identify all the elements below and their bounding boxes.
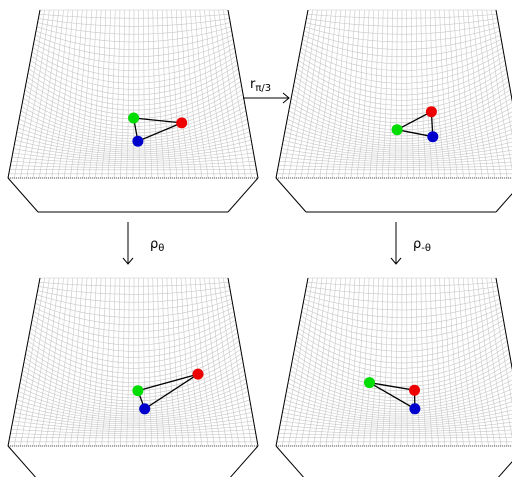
surface-mesh bbox=[7, 277, 259, 447]
green-point bbox=[128, 112, 140, 124]
blue-point bbox=[409, 403, 421, 415]
triangle-edges bbox=[132, 117, 182, 143]
red-point bbox=[409, 384, 420, 396]
green-point bbox=[391, 124, 403, 136]
triangle bbox=[364, 377, 421, 415]
triangle-edges bbox=[369, 381, 416, 410]
panel-original bbox=[7, 9, 259, 213]
panel-rotated bbox=[275, 9, 512, 213]
arrow-rho-theta: ρθ bbox=[122, 222, 164, 265]
blue-point bbox=[132, 135, 144, 147]
bounding-box bbox=[7, 277, 259, 477]
arrow-rho-theta-label: ρθ bbox=[150, 237, 164, 254]
bounding-box bbox=[275, 277, 512, 477]
bounding-box bbox=[275, 9, 512, 213]
arrow-rho-neg-theta: ρ-θ bbox=[390, 222, 431, 265]
triangle-edges bbox=[395, 110, 434, 138]
surface-mesh bbox=[275, 277, 512, 447]
surface-mesh bbox=[7, 9, 259, 179]
blue-point bbox=[427, 131, 439, 143]
arrow-rotation: rπ/3 bbox=[243, 77, 290, 104]
green-point bbox=[364, 377, 375, 389]
blue-point bbox=[139, 403, 151, 415]
triangle bbox=[391, 106, 439, 143]
triangle bbox=[132, 368, 204, 415]
red-point bbox=[425, 106, 437, 118]
green-point bbox=[132, 385, 144, 397]
triangle bbox=[128, 112, 188, 147]
triangle-edges bbox=[137, 373, 199, 410]
panel-rho-theta bbox=[7, 277, 259, 477]
arrow-rotation-label: rπ/3 bbox=[250, 77, 271, 94]
red-point bbox=[192, 368, 204, 380]
arrow-rho-neg-theta-label: ρ-θ bbox=[413, 237, 431, 254]
red-point bbox=[176, 117, 188, 129]
bounding-box bbox=[7, 9, 259, 213]
panel-rho-neg-theta bbox=[275, 277, 512, 477]
surface-mesh bbox=[275, 9, 512, 179]
